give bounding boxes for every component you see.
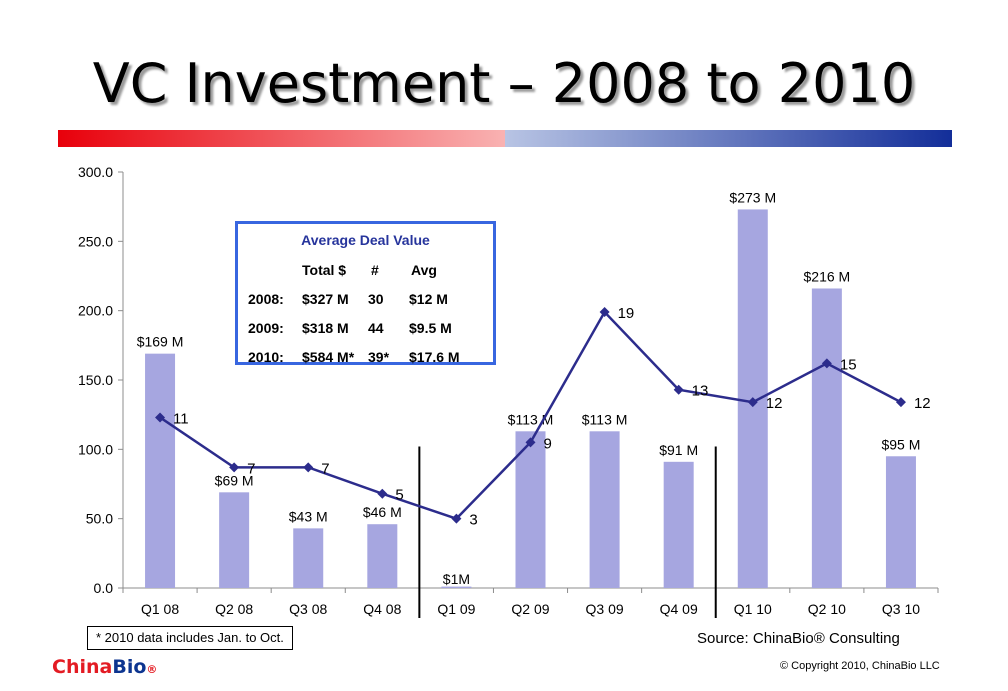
deal-count-marker <box>525 437 536 448</box>
deal-count-label: 3 <box>469 512 477 529</box>
avg-header-total: Total $ <box>302 262 347 278</box>
x-tick-label: Q3 10 <box>882 601 920 617</box>
bar-data-label: $113 M <box>582 411 628 427</box>
source-text: Source: ChinaBio® Consulting <box>697 630 900 647</box>
deal-count-label: 13 <box>692 383 709 400</box>
deal-count-marker <box>599 307 610 318</box>
bar <box>367 524 398 588</box>
chart-svg: 0.0 50.0 100.0 150.0 200.0 250.0 300.0 Q1 08 Q2 … <box>78 164 939 618</box>
deal-count-marker <box>229 462 240 473</box>
avg-header-count: # <box>371 262 379 278</box>
avg-box-title: Average Deal Value <box>301 232 430 248</box>
deal-count-marker <box>155 412 166 423</box>
bar-data-label: $95 M <box>881 436 920 452</box>
bar <box>885 456 916 588</box>
x-tick-label: Q3 09 <box>586 601 624 617</box>
bar <box>811 288 842 588</box>
avg-row-year: 2009: <box>248 320 284 336</box>
bar-data-label: $91 M <box>659 442 698 458</box>
x-tick-label: Q4 08 <box>363 601 401 617</box>
avg-row-total: $318 M <box>302 320 349 336</box>
logo-part-china: China <box>52 656 113 678</box>
bar <box>515 431 546 588</box>
x-tick-label: Q1 08 <box>141 601 179 617</box>
x-tick-label: Q4 09 <box>660 601 698 617</box>
bar <box>219 492 250 588</box>
avg-row-count: 39* <box>368 349 390 365</box>
bar-data-label: $43 M <box>289 508 328 524</box>
avg-row-year: 2008: <box>248 291 284 307</box>
avg-header-avg: Avg <box>411 262 437 278</box>
x-tick-label: Q3 08 <box>289 601 327 617</box>
y-tick-label: 250.0 <box>78 233 113 249</box>
copyright-text: © Copyright 2010, ChinaBio LLC <box>780 660 940 672</box>
y-tick-label: 100.0 <box>78 441 113 457</box>
avg-row-count: 44 <box>368 320 384 336</box>
x-tick-label: Q1 09 <box>437 601 475 617</box>
title-gradient-divider <box>58 130 952 147</box>
bar <box>589 431 620 588</box>
bar <box>293 528 324 588</box>
deal-count-label: 5 <box>395 487 403 504</box>
logo-registered-mark: ® <box>146 663 158 676</box>
avg-row-total: $327 M <box>302 291 349 307</box>
deal-count-marker <box>895 397 906 408</box>
deal-count-marker <box>303 462 314 473</box>
deal-count-label: 15 <box>840 356 857 373</box>
avg-row-avg: $12 M <box>409 291 448 307</box>
x-tick-label: Q2 09 <box>511 601 549 617</box>
bar <box>663 461 694 588</box>
bar-data-label: $273 M <box>729 189 776 205</box>
deal-count-marker <box>451 513 462 524</box>
y-tick-label: 300.0 <box>78 164 113 180</box>
deal-count-label: 9 <box>544 435 552 452</box>
y-tick-label: 50.0 <box>86 511 113 527</box>
bar-data-label: $216 M <box>804 268 851 284</box>
bar-data-label: $1M <box>443 571 470 587</box>
bar <box>145 353 176 588</box>
chinabio-logo: ChinaBio® <box>52 656 157 678</box>
deal-count-label: 7 <box>321 460 329 477</box>
logo-part-bio: Bio <box>112 656 147 678</box>
average-deal-value-box: Average Deal Value Total $ # Avg 2008: $… <box>235 221 496 365</box>
bar-data-label: $69 M <box>215 472 254 488</box>
y-tick-label: 200.0 <box>78 303 113 319</box>
avg-row-total: $584 M* <box>302 349 355 365</box>
avg-row-year: 2010: <box>248 349 284 365</box>
x-tick-label: Q1 10 <box>734 601 772 617</box>
slide-title: VC Investment – 2008 to 2010 <box>92 52 916 115</box>
deal-count-marker <box>821 358 832 369</box>
deal-count-marker <box>673 384 684 395</box>
y-tick-label: 150.0 <box>78 372 113 388</box>
deal-count-label: 19 <box>618 305 635 322</box>
deal-count-label: 7 <box>247 460 255 477</box>
bar-data-label: $169 M <box>137 334 184 350</box>
avg-row-count: 30 <box>368 291 384 307</box>
x-tick-label: Q2 08 <box>215 601 253 617</box>
deal-count-label: 12 <box>914 395 931 412</box>
avg-row-avg: $17.6 M <box>409 349 460 365</box>
avg-row-avg: $9.5 M <box>409 320 452 336</box>
bar-data-label: $46 M <box>363 504 402 520</box>
bar <box>441 586 472 588</box>
y-tick-label: 0.0 <box>94 580 114 596</box>
deal-count-label: 12 <box>766 395 783 412</box>
deal-count-marker <box>747 397 758 408</box>
deal-count-label: 11 <box>173 410 189 427</box>
x-tick-label: Q2 10 <box>808 601 846 617</box>
footnote: * 2010 data includes Jan. to Oct. <box>87 626 293 650</box>
deal-count-marker <box>377 488 388 499</box>
